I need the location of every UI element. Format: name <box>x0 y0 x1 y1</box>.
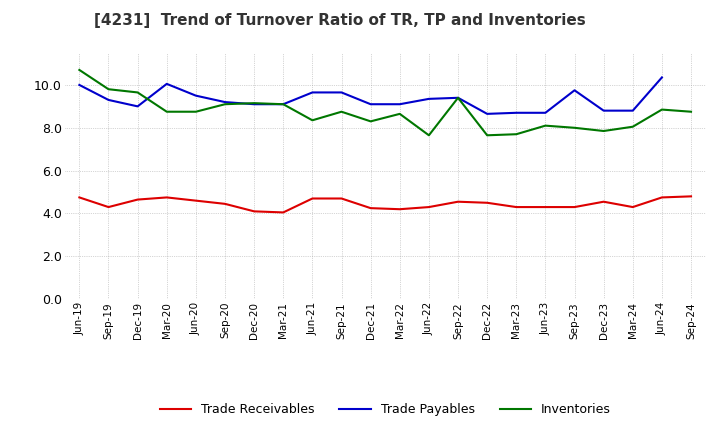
Trade Receivables <box>570 205 579 210</box>
Trade Payables <box>483 111 492 117</box>
Trade Receivables <box>687 194 696 199</box>
Trade Payables <box>425 96 433 102</box>
Trade Payables <box>395 102 404 107</box>
Trade Payables <box>541 110 550 115</box>
Trade Receivables <box>192 198 200 203</box>
Trade Receivables <box>337 196 346 201</box>
Trade Payables <box>657 75 666 80</box>
Trade Payables <box>220 99 229 105</box>
Trade Receivables <box>599 199 608 204</box>
Line: Trade Payables: Trade Payables <box>79 77 662 114</box>
Trade Payables <box>366 102 375 107</box>
Inventories <box>512 132 521 137</box>
Trade Receivables <box>220 201 229 206</box>
Trade Payables <box>454 95 462 100</box>
Trade Receivables <box>133 197 142 202</box>
Trade Payables <box>599 108 608 113</box>
Inventories <box>483 132 492 138</box>
Trade Receivables <box>454 199 462 204</box>
Trade Receivables <box>75 195 84 200</box>
Inventories <box>657 107 666 112</box>
Trade Receivables <box>366 205 375 211</box>
Trade Receivables <box>395 206 404 212</box>
Trade Receivables <box>250 209 258 214</box>
Trade Payables <box>279 102 287 107</box>
Line: Trade Receivables: Trade Receivables <box>79 196 691 213</box>
Trade Receivables <box>657 195 666 200</box>
Inventories <box>192 109 200 114</box>
Trade Payables <box>512 110 521 115</box>
Inventories <box>104 87 113 92</box>
Inventories <box>425 132 433 138</box>
Trade Payables <box>104 97 113 103</box>
Inventories <box>629 124 637 129</box>
Trade Payables <box>570 88 579 93</box>
Trade Payables <box>308 90 317 95</box>
Trade Receivables <box>483 200 492 205</box>
Trade Payables <box>250 102 258 107</box>
Trade Receivables <box>541 205 550 210</box>
Trade Payables <box>133 104 142 109</box>
Trade Payables <box>629 108 637 113</box>
Trade Receivables <box>163 195 171 200</box>
Trade Payables <box>163 81 171 87</box>
Inventories <box>541 123 550 128</box>
Inventories <box>220 102 229 107</box>
Legend: Trade Receivables, Trade Payables, Inventories: Trade Receivables, Trade Payables, Inven… <box>155 398 616 421</box>
Inventories <box>337 109 346 114</box>
Inventories <box>454 95 462 100</box>
Inventories <box>687 109 696 114</box>
Trade Receivables <box>425 205 433 210</box>
Inventories <box>279 102 287 107</box>
Trade Receivables <box>629 205 637 210</box>
Trade Receivables <box>512 205 521 210</box>
Trade Receivables <box>104 205 113 210</box>
Inventories <box>133 90 142 95</box>
Trade Payables <box>337 90 346 95</box>
Inventories <box>599 128 608 134</box>
Inventories <box>570 125 579 130</box>
Trade Receivables <box>308 196 317 201</box>
Trade Payables <box>192 93 200 98</box>
Inventories <box>75 67 84 73</box>
Inventories <box>366 119 375 124</box>
Inventories <box>163 109 171 114</box>
Inventories <box>250 100 258 106</box>
Trade Payables <box>75 82 84 88</box>
Text: [4231]  Trend of Turnover Ratio of TR, TP and Inventories: [4231] Trend of Turnover Ratio of TR, TP… <box>94 13 585 28</box>
Inventories <box>308 117 317 123</box>
Inventories <box>395 111 404 117</box>
Line: Inventories: Inventories <box>79 70 691 135</box>
Trade Receivables <box>279 210 287 215</box>
